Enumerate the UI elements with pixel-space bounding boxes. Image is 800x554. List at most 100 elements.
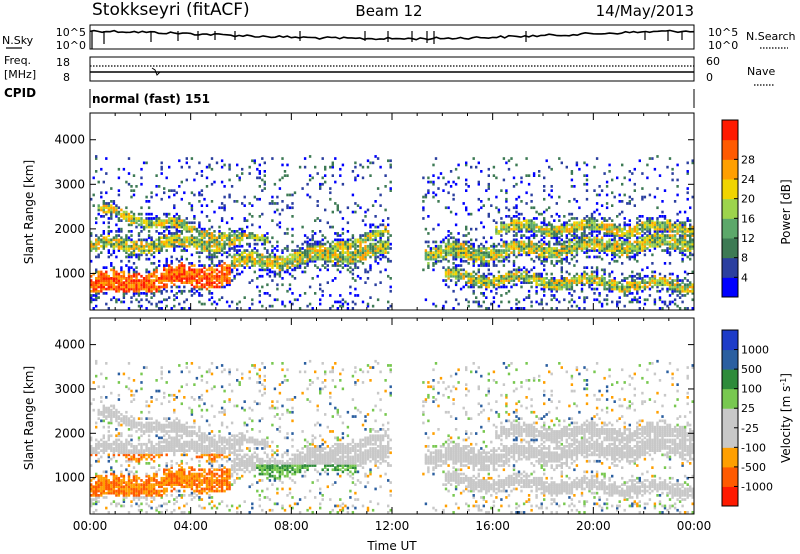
power-cell [482, 259, 485, 263]
power-cell [188, 289, 191, 293]
power-cell [316, 253, 319, 257]
power-cell [636, 223, 639, 227]
power-cell [105, 242, 108, 246]
power-cell [500, 251, 503, 254]
power-cell [379, 236, 382, 240]
power-cell [570, 170, 574, 173]
power-cell [140, 167, 143, 171]
power-cell [605, 206, 609, 210]
power-cell [366, 277, 370, 280]
power-cell [193, 221, 196, 225]
power-cell [658, 289, 662, 293]
power-cell [341, 232, 345, 235]
power-cell [92, 289, 95, 293]
power-cell [691, 283, 694, 287]
power-cell [588, 283, 591, 287]
power-cell [374, 257, 377, 261]
power-cell [331, 165, 334, 169]
power-cell [314, 253, 317, 257]
power-cell [522, 225, 526, 229]
power-cell [319, 255, 322, 259]
power-cell [243, 204, 246, 207]
power-cell [671, 230, 674, 233]
power-cell [560, 257, 563, 261]
power-cell [585, 182, 589, 186]
power-cell [127, 259, 131, 263]
power-cell [683, 285, 687, 289]
power-cell [102, 283, 105, 287]
power-cell [117, 167, 121, 171]
power-cell [95, 249, 98, 252]
power-cell [530, 227, 533, 231]
power-cell [585, 249, 589, 252]
power-cell [676, 178, 679, 182]
power-cell [616, 281, 619, 284]
power-cell [195, 281, 199, 284]
power-cell [585, 178, 589, 182]
power-cell [444, 300, 448, 304]
power-cell [643, 225, 647, 229]
power-cell [686, 217, 689, 220]
power-cell [387, 159, 390, 163]
power-cell [565, 251, 568, 254]
power-cell [158, 223, 161, 227]
power-cell [535, 292, 538, 295]
power-cell [311, 277, 314, 280]
power-cell [150, 296, 153, 299]
power-cell [258, 170, 261, 173]
power-cell [205, 268, 209, 272]
power-cell [210, 279, 214, 282]
power-cell [190, 238, 194, 242]
power-cell [643, 287, 647, 291]
power-cell [248, 266, 251, 269]
power-cell [147, 236, 151, 240]
power-cell [243, 255, 246, 259]
power-cell [203, 242, 206, 246]
power-cell [568, 244, 571, 248]
power-cell [666, 234, 669, 237]
power-cell [681, 247, 684, 250]
power-cell [575, 221, 579, 225]
power-cell [178, 221, 181, 225]
power-cell [538, 244, 541, 248]
power-cell [558, 225, 561, 229]
power-cell [570, 277, 574, 280]
power-cell [470, 244, 473, 248]
power-cell [271, 219, 274, 222]
power-cell [583, 270, 586, 274]
power-cell [505, 206, 508, 210]
power-cell [482, 279, 485, 282]
power-cell [198, 287, 201, 291]
power-cell [512, 259, 516, 263]
power-cell [331, 279, 334, 282]
power-cell [678, 223, 682, 227]
power-cell [631, 247, 634, 250]
power-cell [532, 277, 536, 280]
power-cell [155, 247, 158, 250]
power-cell [638, 296, 641, 299]
power-cell [183, 277, 186, 280]
power-cell [515, 298, 518, 302]
power-cell [233, 244, 236, 248]
power-cell [691, 159, 694, 163]
velocity-cell [97, 485, 100, 489]
power-cell [585, 281, 589, 284]
power-cell [558, 249, 561, 252]
power-cell [472, 277, 475, 280]
power-cell [92, 283, 95, 287]
power-cell [198, 225, 201, 229]
power-cell [678, 210, 682, 214]
power-cell [668, 294, 672, 297]
power-cell [422, 206, 425, 210]
power-cell [246, 225, 249, 229]
power-cell [361, 262, 365, 265]
power-cell [621, 249, 624, 252]
power-cell [681, 240, 684, 244]
power-cell [213, 242, 216, 246]
power-cell [515, 232, 518, 235]
power-cell [238, 234, 241, 237]
power-cell [454, 272, 458, 276]
power-cell [190, 279, 194, 282]
power-cell [525, 230, 528, 233]
power-cell [646, 240, 649, 244]
